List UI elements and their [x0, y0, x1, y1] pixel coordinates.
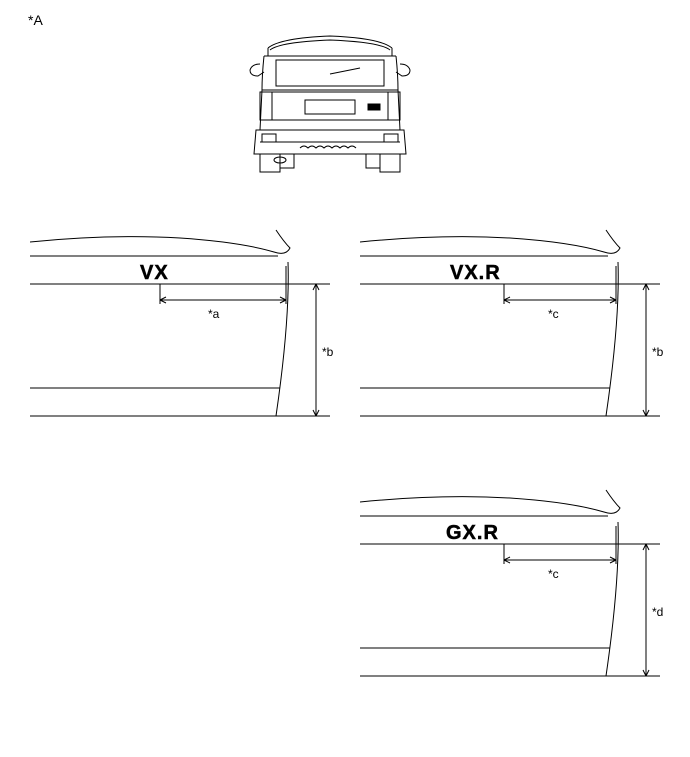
panel-gxr — [360, 480, 670, 700]
panel-vxr — [360, 220, 670, 440]
badge-vx: VX — [140, 262, 169, 285]
badge-gxr: GX.R — [446, 522, 499, 545]
dim-c-label-2: *c — [548, 567, 559, 581]
dim-b-label-2: *b — [652, 345, 663, 359]
badge-vxr: VX.R — [450, 262, 501, 285]
dim-a-label: *a — [208, 307, 219, 321]
panel-vx — [30, 220, 340, 440]
page-marker: *A — [28, 12, 43, 28]
dim-d-label: *d — [652, 605, 663, 619]
dim-b-label: *b — [322, 345, 333, 359]
vehicle-rear-drawing — [220, 20, 440, 190]
dim-c-label-1: *c — [548, 307, 559, 321]
